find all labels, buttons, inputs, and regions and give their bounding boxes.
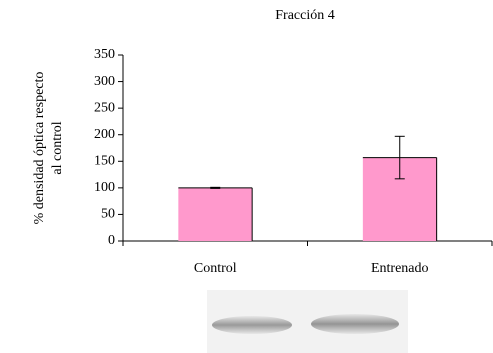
y-tick-label: 250	[94, 100, 115, 115]
y-tick-label: 50	[101, 207, 115, 222]
chart: Fracción 4 % densidad óptica respecto al…	[0, 0, 493, 353]
y-tick-label: 200	[94, 127, 115, 142]
y-tick-label: 100	[94, 180, 115, 195]
chart-title: Fracción 4	[275, 8, 334, 23]
western-blot	[207, 290, 408, 353]
y-axis-label: al control	[50, 121, 65, 174]
y-axis-label: % densidad óptica respecto	[32, 72, 47, 225]
y-tick-label: 0	[108, 233, 115, 248]
y-tick-label: 300	[94, 74, 115, 89]
x-tick-label: Entrenado	[371, 261, 429, 276]
y-tick-label: 350	[94, 47, 115, 62]
x-tick-label: Control	[194, 261, 237, 276]
bar	[178, 188, 252, 241]
y-tick-label: 150	[94, 154, 115, 169]
